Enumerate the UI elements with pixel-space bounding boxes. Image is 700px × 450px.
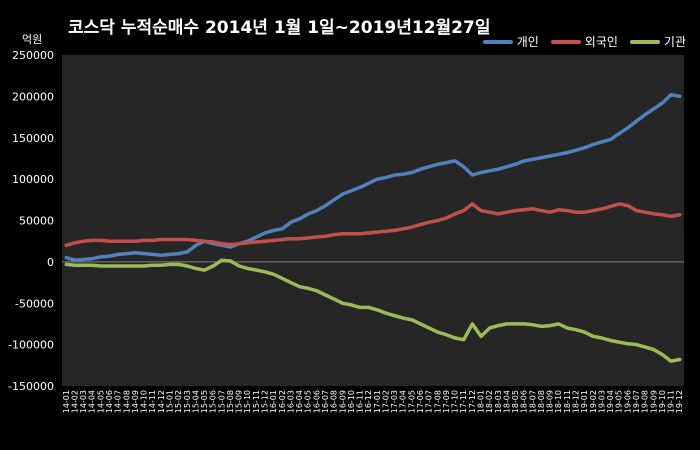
y-tick-label: 200000 xyxy=(12,90,54,103)
x-tick-label: 17-03 xyxy=(390,390,399,413)
x-tick-label: 19-08 xyxy=(641,390,650,413)
x-tick-label: 14-11 xyxy=(148,390,157,413)
x-tick-label: 16-10 xyxy=(347,390,356,413)
x-tick-label: 19-05 xyxy=(615,390,624,413)
x-tick-label: 14-02 xyxy=(70,390,79,413)
x-tick-label: 14-12 xyxy=(157,390,166,413)
y-tick-label: 150000 xyxy=(12,132,54,145)
x-tick-label: 16-02 xyxy=(278,390,287,413)
y-tick-label: 50000 xyxy=(19,215,54,228)
x-tick-label: 15-03 xyxy=(183,390,192,413)
x-tick-label: 18-12 xyxy=(572,390,581,413)
x-tick-label: 18-01 xyxy=(476,390,485,413)
x-tick-label: 17-04 xyxy=(399,390,408,413)
x-tick-label: 15-09 xyxy=(235,390,244,413)
y-tick-label: 100000 xyxy=(12,173,54,186)
x-tick-label: 17-06 xyxy=(416,390,425,413)
x-tick-label: 15-05 xyxy=(200,390,209,413)
legend-item-series-3: 기관 xyxy=(629,33,686,50)
x-tick-label: 18-08 xyxy=(537,390,546,413)
x-tick-label: 19-11 xyxy=(667,390,676,413)
x-tick-label: 16-08 xyxy=(330,390,339,413)
x-tick-label: 15-10 xyxy=(243,390,252,413)
x-tick-label: 18-04 xyxy=(502,390,511,413)
x-tick-label: 16-01 xyxy=(269,390,278,413)
x-tick-label: 17-09 xyxy=(442,390,451,413)
x-tick-label: 19-06 xyxy=(623,390,632,413)
x-tick-label: 18-10 xyxy=(554,390,563,413)
x-tick-label: 15-06 xyxy=(209,390,218,413)
y-tick-label: 0 xyxy=(47,256,54,269)
x-tick-label: 18-03 xyxy=(494,390,503,413)
x-tick-label: 19-09 xyxy=(649,390,658,413)
x-tick-label: 16-05 xyxy=(304,390,313,413)
x-tick-label: 15-12 xyxy=(261,390,270,413)
x-tick-label: 18-05 xyxy=(511,390,520,413)
x-tick-label: 14-09 xyxy=(131,390,140,413)
x-tick-label: 18-06 xyxy=(520,390,529,413)
x-tick-label: 15-02 xyxy=(174,390,183,413)
x-tick-label: 15-01 xyxy=(165,390,174,413)
legend-swatch-series-2 xyxy=(550,39,581,44)
y-tick-label: -50000 xyxy=(15,297,54,310)
legend: 개인 외국인 기관 xyxy=(482,33,686,50)
x-tick-label: 19-07 xyxy=(632,390,641,413)
x-tick-label: 14-03 xyxy=(79,390,88,413)
x-tick-label: 14-01 xyxy=(62,390,71,413)
x-tick-label: 17-08 xyxy=(433,390,442,413)
x-tick-label: 17-07 xyxy=(425,390,434,413)
legend-item-series-1: 개인 xyxy=(482,33,539,50)
x-tick-label: 16-09 xyxy=(338,390,347,413)
x-tick-label: 16-12 xyxy=(364,390,373,413)
x-tick-label: 14-08 xyxy=(122,390,131,413)
x-tick-label: 19-02 xyxy=(589,390,598,413)
x-tick-label: 19-01 xyxy=(580,390,589,413)
y-tick-label: 250000 xyxy=(12,49,54,62)
x-tick-label: 19-12 xyxy=(675,390,684,413)
series-line-3 xyxy=(64,258,682,363)
x-tick-label: 15-04 xyxy=(191,390,200,413)
chart-title: 코스닥 누적순매수 2014년 1월 1일~2019년12월27일 xyxy=(68,18,491,38)
legend-item-series-2: 외국인 xyxy=(550,33,618,50)
x-tick-label: 16-07 xyxy=(321,390,330,413)
x-tick-label: 15-08 xyxy=(226,390,235,413)
unit-label: 억원 xyxy=(22,33,43,46)
x-tick-label: 14-07 xyxy=(114,390,123,413)
x-tick-label: 16-06 xyxy=(312,390,321,413)
x-tick-label: 19-03 xyxy=(597,390,606,413)
legend-swatch-series-1 xyxy=(482,39,513,44)
legend-swatch-series-3 xyxy=(629,39,660,44)
x-tick-label: 17-01 xyxy=(373,390,382,413)
x-tick-label: 17-02 xyxy=(381,390,390,413)
x-tick-label: 19-10 xyxy=(658,390,667,413)
x-tick-label: 19-04 xyxy=(606,390,615,413)
x-tick-label: 17-12 xyxy=(468,390,477,413)
y-tick-label: -100000 xyxy=(8,339,54,352)
x-tick-label: 15-07 xyxy=(217,390,226,413)
series-line-2 xyxy=(64,202,682,248)
legend-label-series-2: 외국인 xyxy=(584,35,618,49)
x-tick-label: 16-03 xyxy=(286,390,295,413)
x-tick-label: 14-10 xyxy=(140,390,149,413)
x-tick-label: 18-07 xyxy=(528,390,537,413)
x-tick-label: 15-11 xyxy=(252,390,261,413)
x-tick-label: 14-04 xyxy=(88,390,97,413)
y-tick-label: -150000 xyxy=(8,380,54,393)
x-tick-label: 16-11 xyxy=(356,390,365,413)
x-tick-label: 16-04 xyxy=(295,390,304,413)
legend-label-series-1: 개인 xyxy=(516,35,539,49)
legend-label-series-3: 기관 xyxy=(663,35,686,49)
x-tick-label: 17-10 xyxy=(451,390,460,413)
x-tick-label: 14-05 xyxy=(96,390,105,413)
x-tick-label: 18-09 xyxy=(546,390,555,413)
x-tick-label: 14-06 xyxy=(105,390,114,413)
series-line-1 xyxy=(64,92,682,262)
x-tick-label: 17-05 xyxy=(407,390,416,413)
x-tick-label: 18-02 xyxy=(485,390,494,413)
x-tick-label: 18-11 xyxy=(563,390,572,413)
x-tick-label: 17-11 xyxy=(459,390,468,413)
